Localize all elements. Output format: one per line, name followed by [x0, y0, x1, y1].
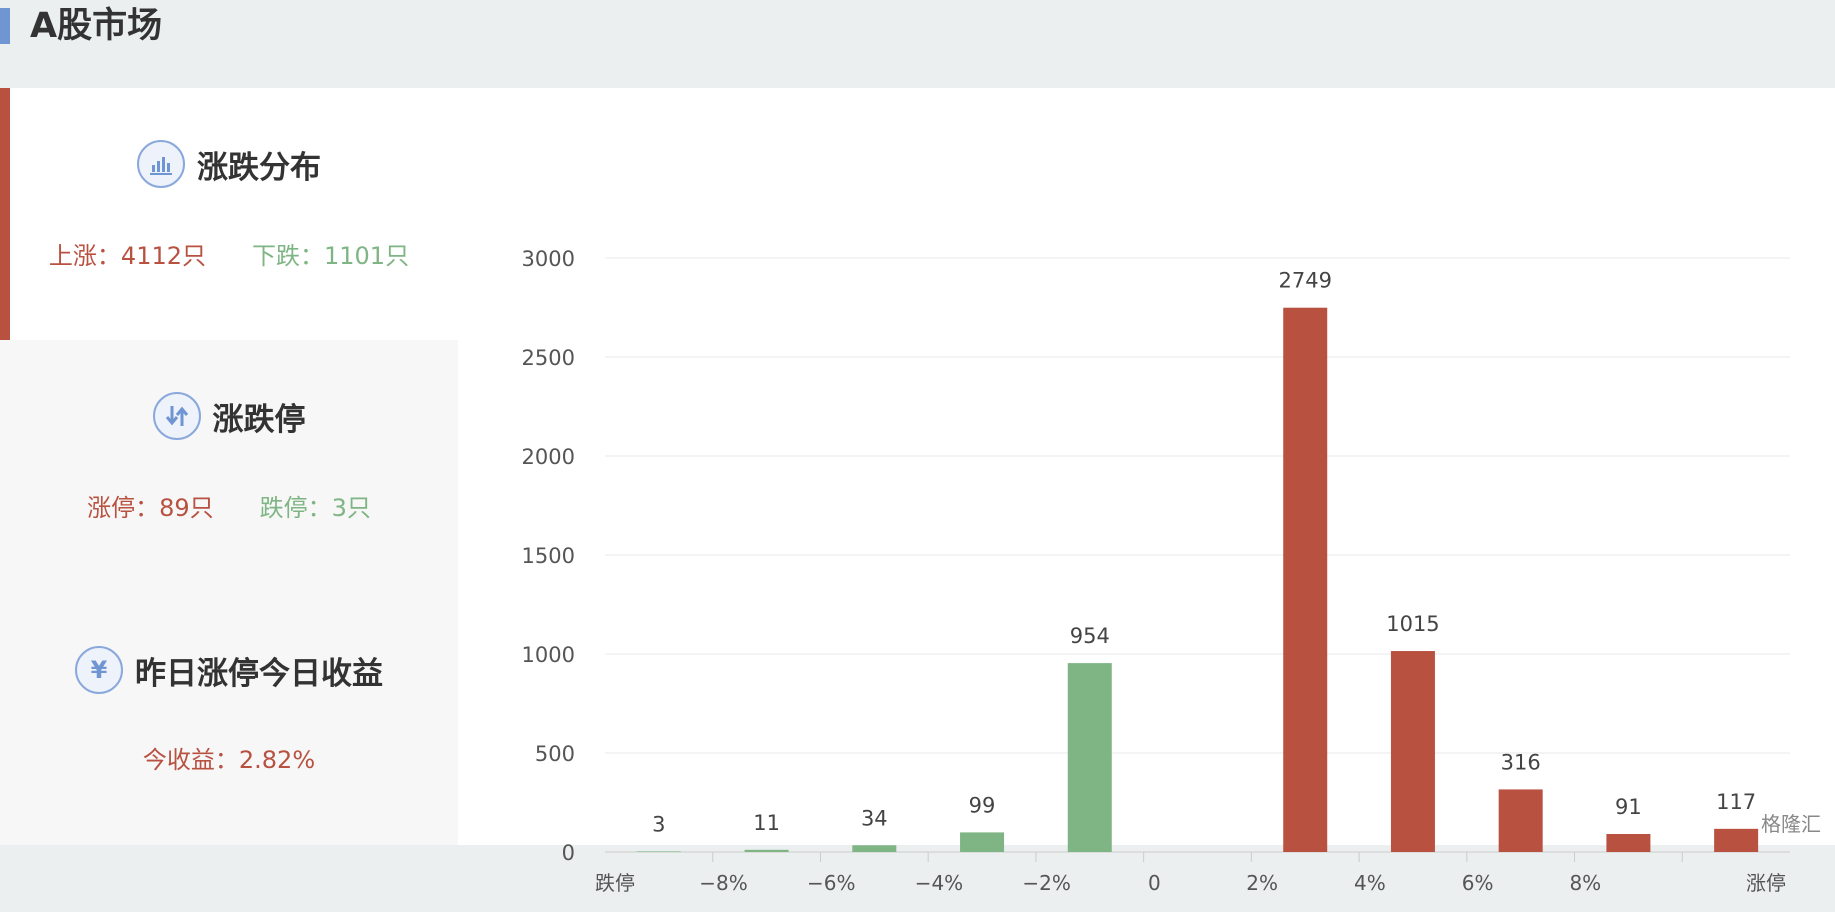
data-label: 99	[969, 793, 996, 817]
section-header: A股市场	[0, 0, 1835, 88]
x-tick-label: −4%	[915, 871, 964, 895]
data-label: 117	[1716, 790, 1756, 814]
limit-up-count: 涨停：89只	[87, 494, 214, 522]
data-label: 2749	[1279, 269, 1332, 293]
today-return: 今收益：2.82%	[142, 746, 316, 774]
active-indicator	[0, 88, 10, 340]
market-panel: 涨跌分布 上涨：4112只 下跌：1101只 涨跌停 涨停：89只 跌停：3只	[0, 88, 1835, 895]
yen-icon: ¥	[75, 646, 123, 694]
bar	[1606, 833, 1651, 852]
sidebar-item-title: 涨跌分布	[197, 149, 321, 186]
bar	[1498, 789, 1543, 852]
bar	[852, 845, 897, 852]
bar	[960, 832, 1005, 852]
bar	[1714, 828, 1759, 852]
y-tick-label: 2000	[522, 445, 575, 469]
x-tick-label: 跌停	[595, 871, 635, 895]
x-tick-label: 2%	[1246, 871, 1278, 895]
y-tick-label: 3000	[522, 247, 575, 271]
data-label: 954	[1070, 624, 1110, 648]
bar	[744, 849, 789, 852]
distribution-chart-area: 0 500 1000 1500 2000 2500 3000 跌停 −8% −6% −4% −2% 0 2…	[500, 228, 1800, 908]
data-label: 11	[753, 811, 780, 835]
x-tick-label: −2%	[1022, 871, 1071, 895]
data-label: 3	[652, 812, 665, 836]
up-down-arrows-icon	[152, 392, 201, 440]
x-tick-label: −8%	[699, 871, 748, 895]
watermark: 格隆汇	[1761, 812, 1821, 836]
limit-down-count: 跌停：3只	[259, 494, 371, 522]
x-tick-label: 6%	[1462, 871, 1494, 895]
x-tick-label: −6%	[807, 871, 856, 895]
sidebar: 涨跌分布 上涨：4112只 下跌：1101只 涨跌停 涨停：89只 跌停：3只	[0, 88, 458, 845]
data-label: 1015	[1386, 612, 1439, 636]
y-tick-label: 1500	[522, 544, 575, 568]
bar	[1283, 307, 1328, 852]
data-label: 34	[861, 806, 888, 830]
data-label: 91	[1615, 795, 1642, 819]
page-title: A股市场	[30, 6, 163, 46]
bar	[1067, 663, 1112, 852]
sidebar-item-title: 昨日涨停今日收益	[135, 655, 383, 692]
bar	[1390, 651, 1435, 852]
bar-chart-icon	[137, 140, 185, 188]
sidebar-item-yesterday-limit[interactable]: ¥ 昨日涨停今日收益 今收益：2.82%	[0, 590, 458, 845]
y-tick-label: 2500	[522, 346, 575, 370]
y-tick-label: 500	[535, 742, 575, 766]
x-tick-label: 0	[1148, 871, 1161, 895]
sidebar-item-title: 涨跌停	[212, 401, 306, 438]
x-tick-label: 涨停	[1746, 871, 1786, 895]
data-label: 316	[1501, 750, 1541, 774]
fall-count: 下跌：1101只	[252, 242, 410, 270]
x-tick-label: 4%	[1354, 871, 1386, 895]
sidebar-item-limit[interactable]: 涨跌停 涨停：89只 跌停：3只	[0, 340, 458, 590]
sidebar-item-distribution[interactable]: 涨跌分布 上涨：4112只 下跌：1101只	[0, 88, 458, 340]
rise-count: 上涨：4112只	[48, 242, 206, 270]
x-tick-label: 8%	[1569, 871, 1601, 895]
header-accent-bar	[0, 8, 10, 44]
bar	[636, 851, 681, 852]
y-tick-label: 1000	[522, 643, 575, 667]
